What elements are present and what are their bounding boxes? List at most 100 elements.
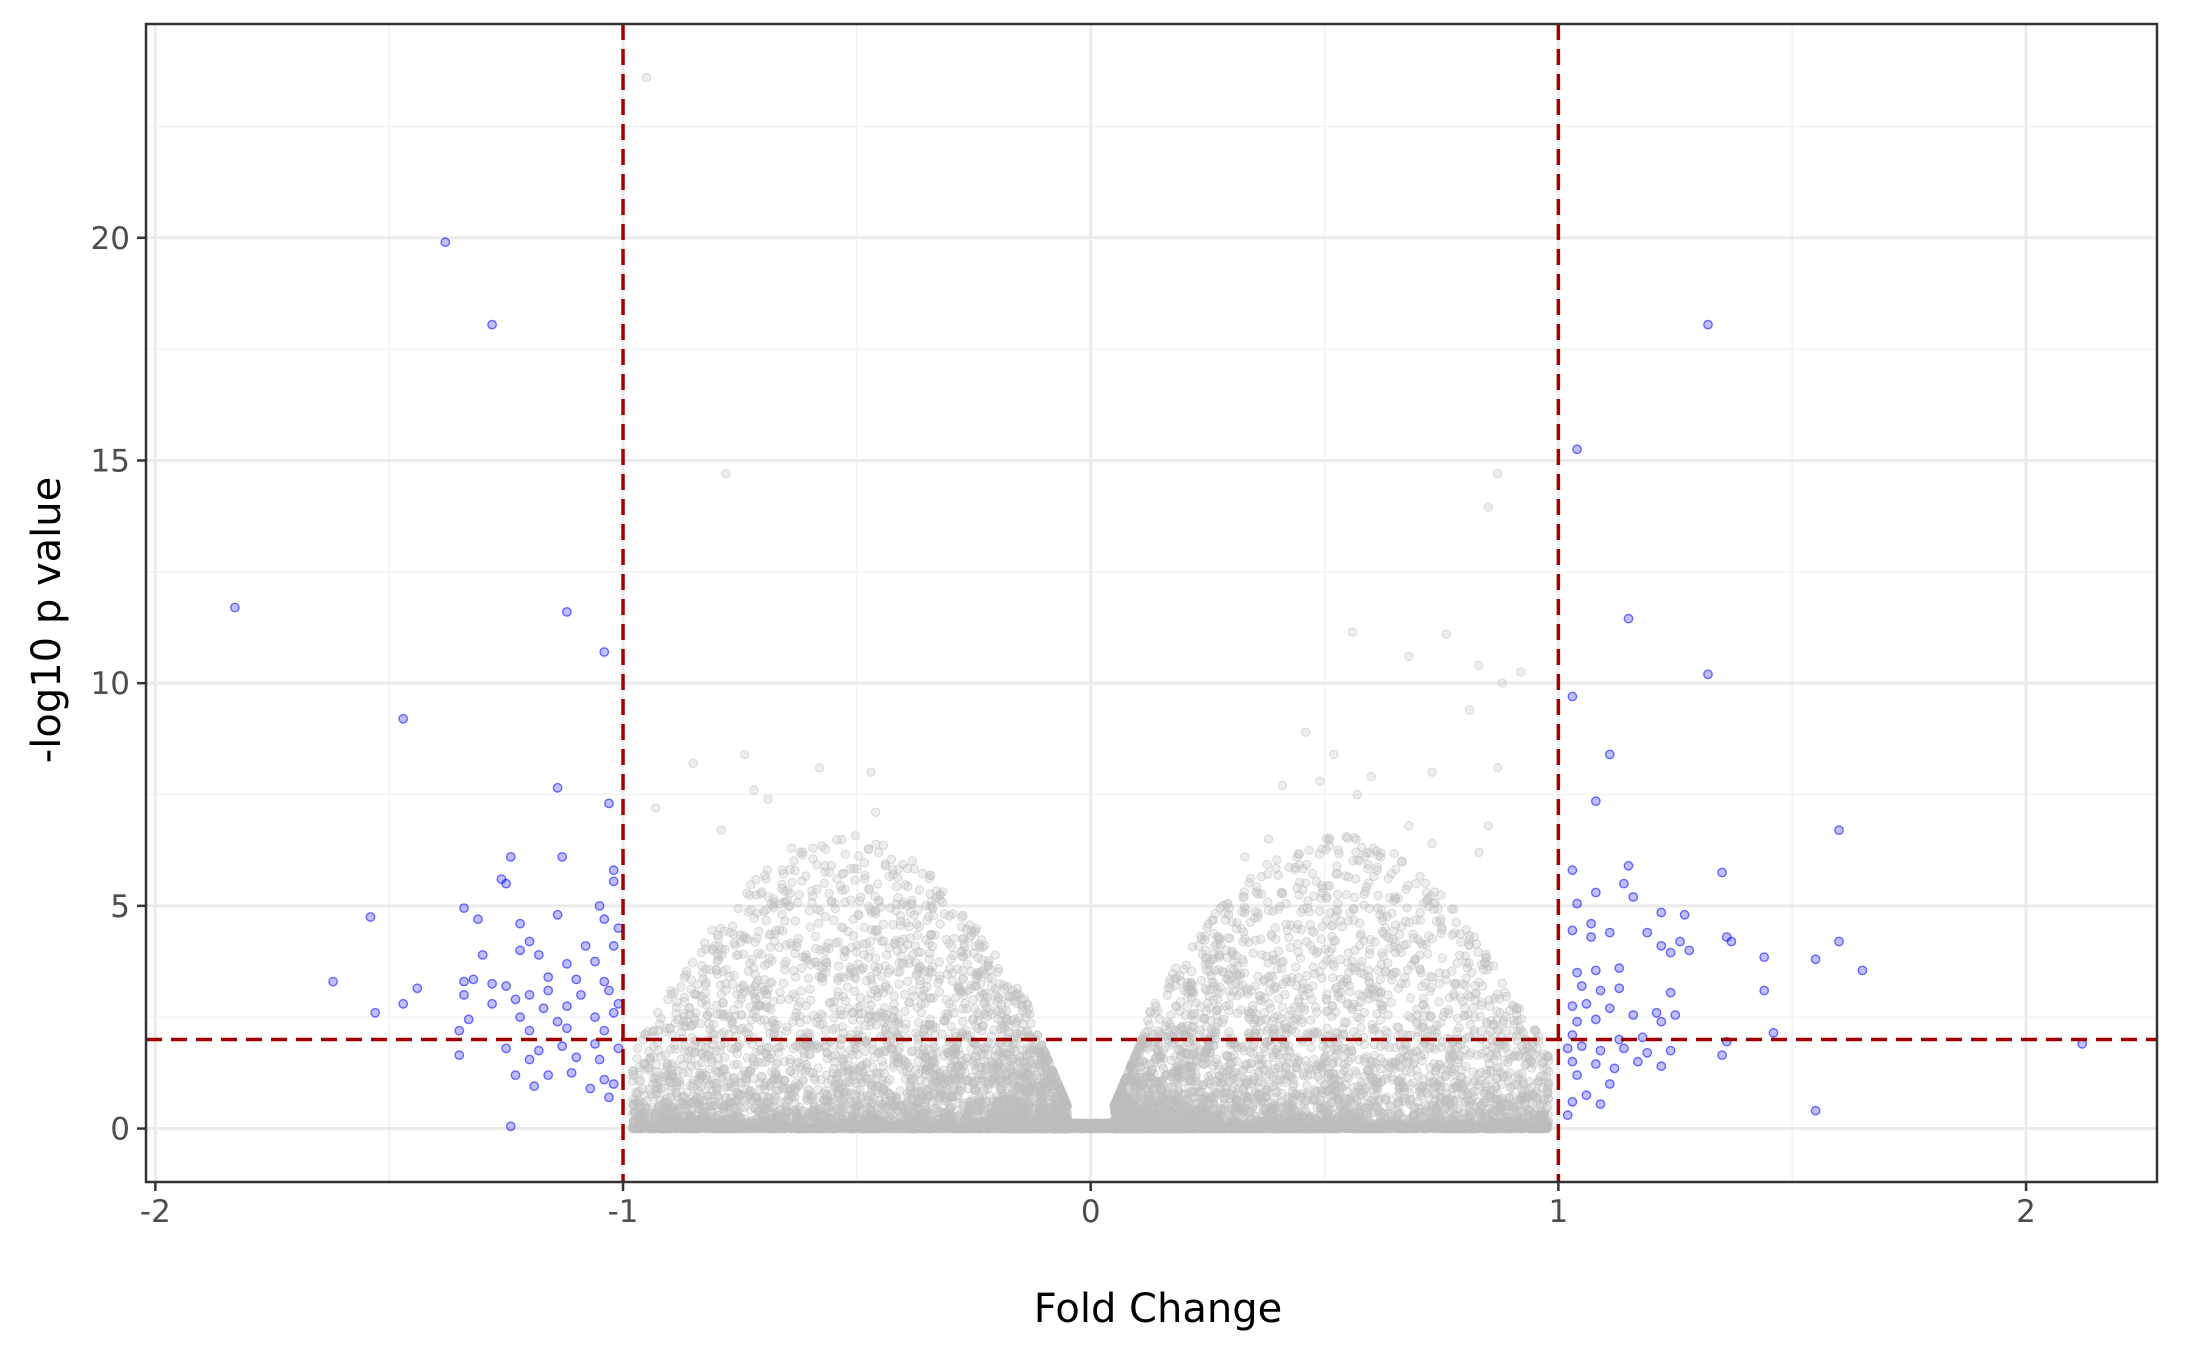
non-significant-point	[1437, 953, 1448, 963]
non-significant-point	[718, 998, 728, 1008]
non-significant-point	[837, 885, 847, 895]
non-significant-point	[1397, 856, 1407, 866]
non-significant-point	[1434, 997, 1444, 1007]
non-significant-point	[1421, 939, 1431, 950]
non-significant-point	[742, 888, 752, 899]
non-significant-point	[791, 1008, 802, 1018]
non-significant-point	[1316, 934, 1327, 944]
non-significant-point	[1389, 849, 1399, 859]
non-significant-point	[765, 942, 776, 952]
non-significant-point	[1369, 1039, 1380, 1050]
non-significant-point	[681, 966, 692, 977]
non-significant-point	[785, 888, 795, 898]
non-significant-point	[1270, 923, 1281, 933]
non-significant-point	[1291, 962, 1301, 972]
non-significant-point	[824, 888, 834, 899]
non-significant-point	[1447, 904, 1457, 914]
non-significant-point	[1307, 926, 1317, 936]
non-significant-point	[908, 985, 918, 996]
non-significant-point	[729, 1060, 740, 1070]
non-significant-point	[858, 963, 869, 973]
non-significant-point	[1348, 856, 1358, 866]
non-significant-point	[787, 877, 797, 888]
non-significant-point	[894, 979, 904, 989]
non-significant-point	[789, 856, 799, 866]
non-significant-point	[860, 874, 870, 884]
non-significant-point	[671, 1009, 681, 1019]
non-significant-point	[895, 911, 905, 921]
non-significant-point	[1363, 965, 1374, 975]
non-significant-point	[1403, 1011, 1413, 1021]
non-significant-point	[813, 918, 824, 928]
non-significant-point	[900, 989, 910, 1000]
non-significant-point	[777, 865, 787, 875]
non-significant-point	[728, 1005, 739, 1015]
non-significant-point	[781, 956, 791, 967]
non-significant-point	[962, 959, 972, 969]
non-significant-point	[1302, 971, 1312, 981]
non-significant-point	[676, 1027, 686, 1037]
non-significant-point	[1312, 1007, 1322, 1017]
non-significant-point	[774, 942, 784, 953]
non-significant-point	[746, 984, 757, 994]
non-significant-point	[873, 879, 883, 889]
non-significant-point	[793, 933, 804, 944]
non-significant-point	[1278, 956, 1288, 967]
non-significant-point	[1364, 903, 1375, 914]
non-significant-point	[761, 915, 771, 926]
non-significant-point	[1271, 863, 1281, 874]
non-significant-point	[1332, 889, 1343, 900]
non-significant-point	[632, 1043, 643, 1054]
non-significant-point	[863, 844, 873, 854]
non-significant-point	[1354, 989, 1364, 1000]
non-significant-point	[1224, 1000, 1234, 1010]
non-significant-point	[754, 926, 764, 937]
non-significant-point	[1461, 1061, 1471, 1072]
non-significant-point	[871, 839, 881, 849]
non-significant-point	[1386, 868, 1397, 879]
non-significant-point	[907, 856, 917, 866]
non-significant-point	[1401, 884, 1411, 894]
non-significant-point	[1238, 937, 1248, 947]
non-significant-point	[1386, 997, 1396, 1008]
non-significant-point	[1150, 998, 1160, 1008]
non-significant-point	[1405, 993, 1416, 1003]
non-significant-point	[864, 1005, 874, 1015]
non-significant-point	[696, 947, 707, 958]
non-significant-point	[1415, 965, 1425, 975]
non-significant-point	[803, 973, 814, 983]
non-significant-point	[1306, 1015, 1316, 1025]
non-significant-point	[829, 915, 839, 925]
non-significant-point	[1322, 1023, 1333, 1034]
non-significant-points	[627, 72, 1554, 1134]
non-significant-point	[1166, 1055, 1177, 1066]
non-significant-point	[1332, 861, 1342, 871]
non-significant-point	[779, 1056, 790, 1067]
non-significant-point	[790, 916, 800, 926]
non-significant-point	[1420, 878, 1431, 888]
non-significant-point	[1256, 871, 1267, 882]
non-significant-point	[1383, 990, 1393, 1000]
non-significant-point	[805, 984, 815, 994]
non-significant-point	[1357, 842, 1367, 853]
non-significant-point	[1402, 903, 1412, 913]
non-significant-point	[947, 968, 958, 978]
non-significant-point	[849, 863, 859, 874]
non-significant-point	[1357, 956, 1367, 967]
non-significant-point	[705, 1007, 715, 1017]
non-significant-point	[807, 897, 817, 908]
non-significant-point	[778, 978, 789, 988]
non-significant-point	[1470, 995, 1480, 1005]
non-significant-point	[1473, 947, 1483, 957]
non-significant-point	[701, 980, 711, 990]
non-significant-point	[1272, 855, 1282, 865]
non-significant-point	[1225, 933, 1235, 943]
non-significant-point	[780, 964, 790, 975]
non-significant-point	[794, 890, 804, 900]
non-significant-point	[1440, 1007, 1450, 1017]
non-significant-point	[900, 880, 910, 890]
non-significant-point	[1292, 883, 1302, 893]
non-significant-point	[1497, 978, 1508, 988]
